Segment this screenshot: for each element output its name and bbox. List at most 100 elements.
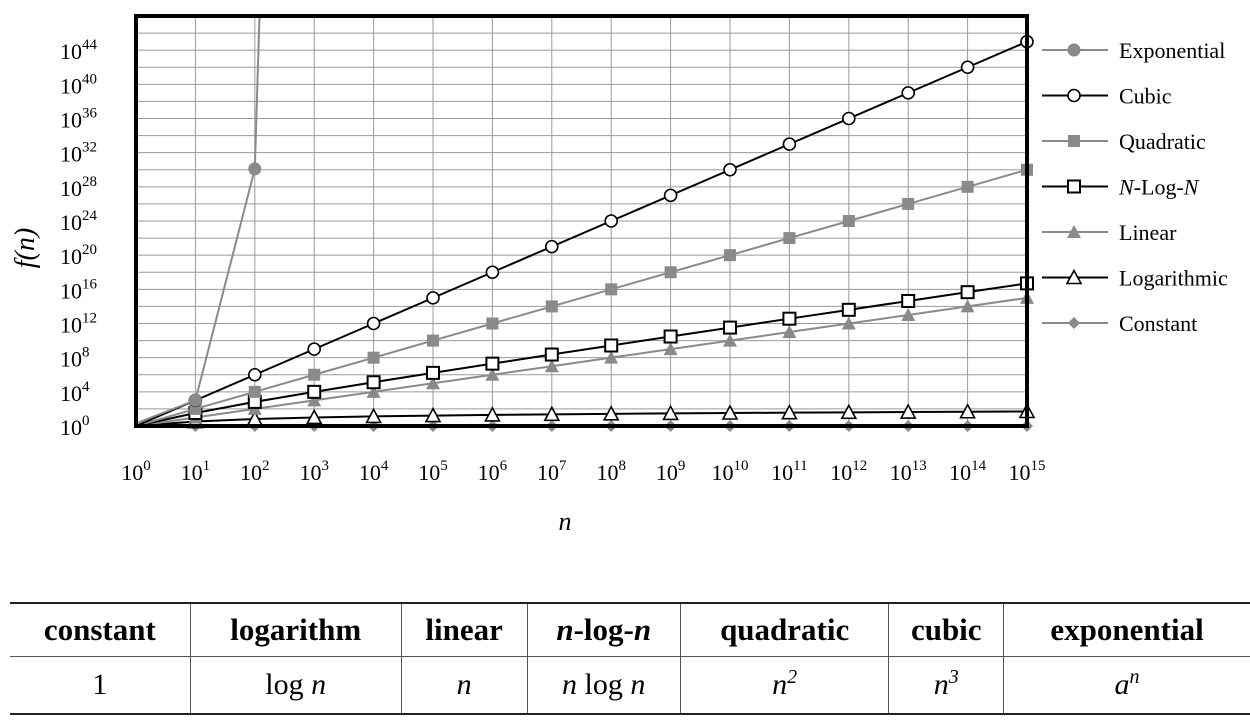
data-point xyxy=(663,188,678,203)
legend-item: Cubic xyxy=(1042,84,1172,109)
table-cell: n xyxy=(400,656,528,714)
x-tick-label: 107 xyxy=(537,458,567,485)
data-point xyxy=(723,162,737,177)
y-axis-label: f(n) xyxy=(10,228,41,268)
data-point xyxy=(485,265,500,280)
legend-marker xyxy=(1068,317,1080,329)
data-point xyxy=(841,316,856,330)
table-header-cell: exponential xyxy=(1003,603,1250,657)
legend-item: Constant xyxy=(1042,311,1197,336)
data-point xyxy=(901,293,916,308)
legend-marker xyxy=(1065,268,1083,285)
y-tick-label: 1044 xyxy=(60,37,98,64)
data-point xyxy=(602,405,620,421)
legend-label: Linear xyxy=(1119,220,1177,245)
data-point xyxy=(663,342,678,356)
x-tick-label: 1011 xyxy=(771,458,807,485)
y-tick-label: 1020 xyxy=(60,242,97,269)
x-tick-label: 101 xyxy=(181,458,211,485)
legend-marker xyxy=(1067,43,1081,57)
data-point xyxy=(662,404,679,421)
legend-label: Constant xyxy=(1119,311,1197,336)
data-point xyxy=(426,291,440,305)
data-point xyxy=(901,86,916,100)
y-tick-label: 1036 xyxy=(60,106,98,133)
table-header-row: constant logarithm linear n-log-n quadratic c… xyxy=(10,603,1250,657)
data-point xyxy=(544,239,559,254)
data-point xyxy=(248,385,261,398)
data-point xyxy=(307,393,322,407)
data-point xyxy=(841,302,856,317)
table-header-cell: cubic xyxy=(888,603,1004,657)
table-header-cell: n-log-n xyxy=(526,603,681,657)
y-tick-label: 1012 xyxy=(60,311,97,338)
legend-marker xyxy=(1067,88,1081,103)
series-line xyxy=(135,296,1028,427)
grid-lines xyxy=(135,16,1028,427)
data-point xyxy=(782,325,797,339)
y-tick-label: 1028 xyxy=(60,174,97,201)
data-point xyxy=(723,320,737,335)
legend-item: Linear xyxy=(1042,220,1177,245)
data-point xyxy=(961,180,974,193)
series-n-log-n xyxy=(135,276,1034,427)
data-point xyxy=(604,214,619,228)
data-point xyxy=(544,359,559,373)
data-point xyxy=(604,350,619,364)
y-tick-label: 1024 xyxy=(60,208,98,235)
data-point xyxy=(365,407,382,424)
legend-label: Logarithmic xyxy=(1119,266,1228,291)
data-point xyxy=(485,356,500,371)
data-point xyxy=(307,342,322,356)
data-point xyxy=(366,316,381,331)
y-tick-label: 1040 xyxy=(60,71,97,98)
y-tick-label: 1032 xyxy=(60,140,97,167)
data-point xyxy=(188,393,202,407)
data-point xyxy=(366,375,381,390)
x-tick-label: 108 xyxy=(596,458,626,485)
data-point xyxy=(841,111,856,126)
data-point xyxy=(305,408,323,425)
legend-marker xyxy=(1068,135,1080,147)
y-tick-label: 108 xyxy=(60,345,90,372)
data-point xyxy=(427,334,439,347)
data-point xyxy=(545,300,558,313)
data-point xyxy=(248,162,262,176)
data-point xyxy=(723,333,737,347)
data-point xyxy=(604,338,619,353)
data-point xyxy=(782,311,797,326)
x-axis-label: n xyxy=(559,507,572,536)
table-cell: n3 xyxy=(888,656,1004,714)
data-point xyxy=(366,384,381,398)
data-point xyxy=(960,299,975,313)
table-header-cell: linear xyxy=(400,603,528,657)
data-point xyxy=(842,215,855,227)
legend-label: Exponential xyxy=(1119,38,1225,63)
tick-labels: 100 101 102 103 104 105 106 107 108 109 1010 1011 10… xyxy=(60,37,1046,485)
series-line xyxy=(135,410,1028,427)
legend-item: Exponential xyxy=(1042,38,1225,63)
table-cell: n log n xyxy=(526,656,681,714)
series-layer xyxy=(135,15,1036,432)
series-logarithmic xyxy=(135,402,1036,429)
data-point xyxy=(663,329,678,344)
table-header-cell: logarithm xyxy=(189,603,402,657)
series-line xyxy=(135,15,261,425)
legend-item: Logarithmic xyxy=(1042,266,1228,291)
data-point xyxy=(307,384,322,399)
x-tick-label: 105 xyxy=(418,458,448,485)
x-tick-label: 106 xyxy=(478,458,508,485)
x-tick-label: 1012 xyxy=(830,458,867,485)
legend-label: N-Log-N xyxy=(1118,175,1200,200)
series-quadratic xyxy=(135,163,1033,427)
table-cell: log n xyxy=(189,656,402,714)
legend-label: Cubic xyxy=(1119,84,1172,109)
data-point xyxy=(840,403,858,420)
table-header-cell: quadratic xyxy=(679,603,889,657)
data-point xyxy=(485,367,500,381)
data-point xyxy=(960,60,975,75)
x-tick-label: 103 xyxy=(299,458,329,485)
data-point xyxy=(782,137,797,151)
legend-label: Quadratic xyxy=(1119,129,1206,154)
data-point xyxy=(308,368,321,381)
